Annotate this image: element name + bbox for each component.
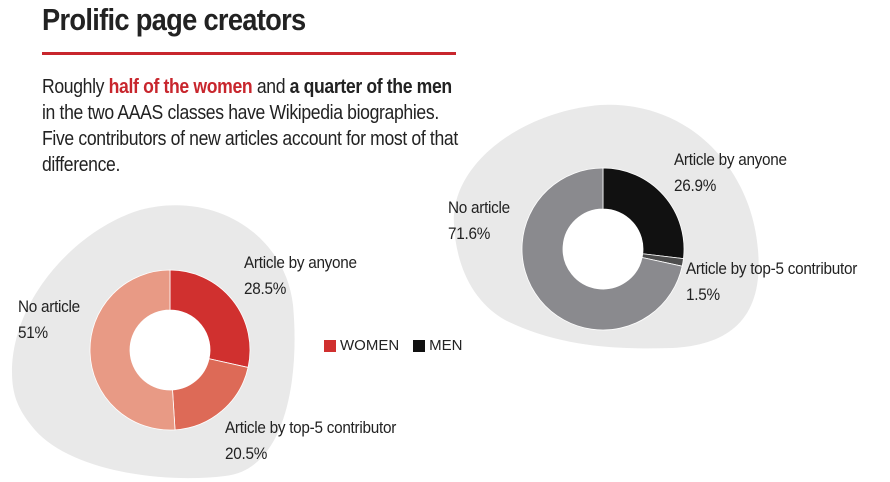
- women-donut-hole: [130, 310, 210, 390]
- intro-highlight-women: half of the women: [108, 76, 253, 98]
- men-label-anyone-value: 26.9%: [674, 176, 717, 195]
- chart-title: Prolific page creators: [42, 2, 306, 37]
- legend-item-men: MEN: [413, 337, 463, 354]
- women-label-top5-text: Article by top-5 contributor: [225, 418, 397, 437]
- intro-part-2: and: [252, 76, 290, 98]
- legend: WOMEN MEN: [324, 337, 471, 354]
- men-label-none-text: No article: [448, 198, 510, 217]
- men-label-anyone: Article by anyone 26.9%: [674, 147, 787, 199]
- intro-part-1: Roughly: [42, 76, 109, 98]
- women-label-anyone: Article by anyone 28.5%: [244, 250, 357, 302]
- women-label-anyone-value: 28.5%: [244, 279, 287, 298]
- women-donut: [89, 269, 251, 431]
- legend-label-men: MEN: [429, 337, 463, 354]
- men-label-top5-value: 1.5%: [686, 285, 720, 304]
- men-label-top5-text: Article by top-5 contributor: [686, 259, 858, 278]
- women-label-top5: Article by top-5 contributor 20.5%: [225, 415, 396, 467]
- title-rule: [42, 52, 456, 55]
- men-label-none: No article 71.6%: [448, 195, 510, 247]
- legend-swatch-men: [413, 339, 426, 352]
- intro-text: Roughly half of the women and a quarter …: [42, 74, 464, 178]
- intro-highlight-men: a quarter of the men: [289, 76, 453, 98]
- men-label-anyone-text: Article by anyone: [674, 150, 787, 169]
- women-label-top5-value: 20.5%: [225, 444, 268, 463]
- women-label-none-text: No article: [18, 297, 80, 316]
- legend-item-women: WOMEN: [324, 337, 399, 354]
- men-label-none-value: 71.6%: [448, 224, 491, 243]
- men-donut-hole: [563, 209, 643, 289]
- men-donut: [521, 167, 685, 331]
- women-label-none-value: 51%: [18, 323, 48, 342]
- men-label-top5: Article by top-5 contributor 1.5%: [686, 256, 857, 308]
- legend-label-women: WOMEN: [340, 337, 400, 354]
- intro-part-3: in the two AAAS classes have Wikipedia b…: [42, 102, 458, 176]
- legend-swatch-women: [324, 339, 336, 352]
- women-slice-none: [89, 269, 176, 431]
- women-label-none: No article 51%: [18, 294, 80, 346]
- women-label-anyone-text: Article by anyone: [244, 253, 357, 272]
